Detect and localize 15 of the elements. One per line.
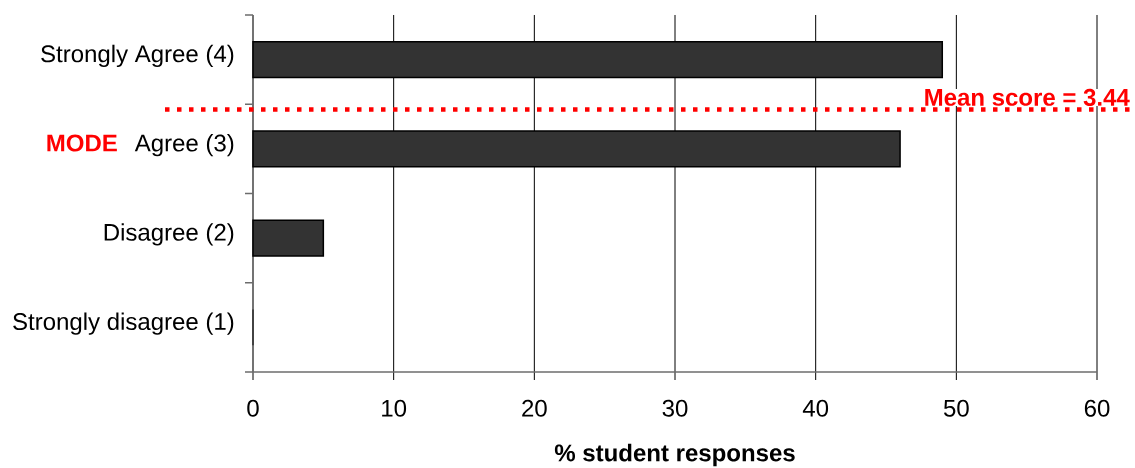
y-tick-label: Strongly disagree (1) bbox=[13, 312, 234, 335]
x-axis-title: % student responses bbox=[554, 443, 795, 467]
x-tick-label: 20 bbox=[522, 399, 547, 417]
y-tick-label: Agree (3) bbox=[134, 133, 234, 157]
text: MODE bbox=[47, 134, 117, 152]
bar bbox=[252, 219, 325, 257]
y-tick-label: Disagree (2) bbox=[104, 223, 234, 246]
x-tick-label: 0 bbox=[247, 399, 259, 417]
x-tick-label: 10 bbox=[382, 399, 407, 417]
x-tick-label: 30 bbox=[662, 399, 688, 417]
x-tick-label: 60 bbox=[1084, 399, 1110, 417]
x-tick-label: 50 bbox=[943, 399, 969, 417]
x-tick-label: 40 bbox=[802, 399, 829, 417]
ref-line-label: Mean score = 3.44 bbox=[925, 88, 1130, 106]
y-tick-label: Strongly Agree (4) bbox=[41, 44, 234, 68]
